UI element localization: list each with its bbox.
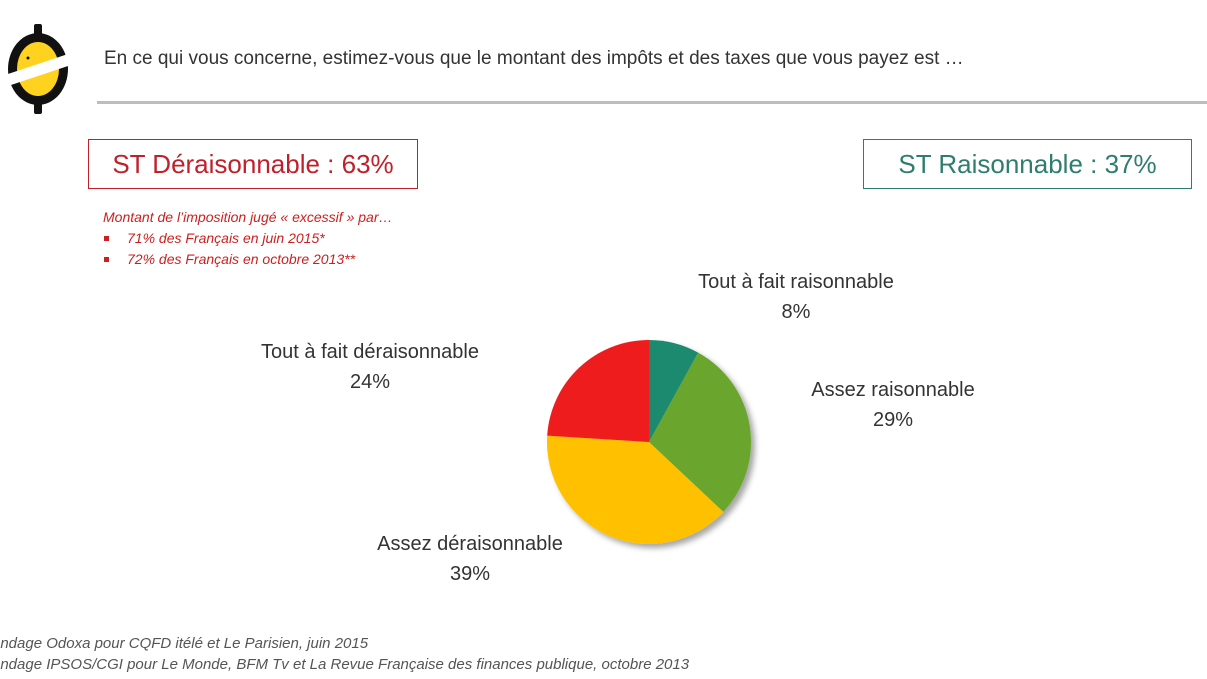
pie-slice-tout-a-fait-raisonnable [649, 340, 699, 442]
slice-label-assez-raisonnable: Assez raisonnable 29% [811, 375, 974, 435]
note-title: Montant de l’imposition jugé « excessif … [103, 209, 393, 225]
pie-slice-assez-raisonnable [649, 352, 751, 512]
slice-label-value: 24% [349, 371, 391, 393]
pie-slice-assez-deraisonnable [546, 435, 724, 544]
slice-label-assez-deraisonnable: Assez déraisonnable 39% [377, 529, 563, 589]
note-item: 72% des Français en octobre 2013** [103, 249, 392, 270]
slice-label-value: 8% [781, 301, 811, 323]
note-list: 71% des Français en juin 2015* 72% des F… [103, 228, 392, 270]
note-item: 71% des Français en juin 2015* [103, 228, 392, 249]
subtotal-unreasonable-box: ST Déraisonnable : 63% [88, 139, 418, 189]
slice-label-name: Assez raisonnable [811, 379, 975, 401]
slice-label-tout-a-fait-raisonnable: Tout à fait raisonnable 8% [698, 267, 894, 327]
slice-label-value: 29% [872, 409, 914, 431]
sources-footnote: ondage Odoxa pour CQFD itélé et Le Paris… [0, 633, 689, 675]
slice-label-name: Tout à fait raisonnable [698, 271, 894, 293]
slice-label-value: 39% [449, 563, 491, 585]
odoxa-logo [8, 24, 68, 114]
excessive-tax-note: Montant de l’imposition jugé « excessif … [103, 207, 392, 270]
slice-label-name: Tout à fait déraisonnable [261, 341, 479, 363]
subtotal-reasonable-box: ST Raisonnable : 37% [863, 139, 1192, 189]
header-divider [97, 101, 1207, 104]
survey-question: En ce qui vous concerne, estimez-vous qu… [104, 48, 964, 69]
pie-slice-tout-a-fait-deraisonnable [547, 340, 649, 442]
source-line: ondage Odoxa pour CQFD itélé et Le Paris… [0, 635, 369, 652]
source-line: ondage IPSOS/CGI pour Le Monde, BFM Tv e… [0, 656, 690, 673]
slice-label-tout-a-fait-deraisonnable: Tout à fait déraisonnable 24% [261, 337, 479, 397]
slice-label-name: Assez déraisonnable [377, 533, 563, 555]
